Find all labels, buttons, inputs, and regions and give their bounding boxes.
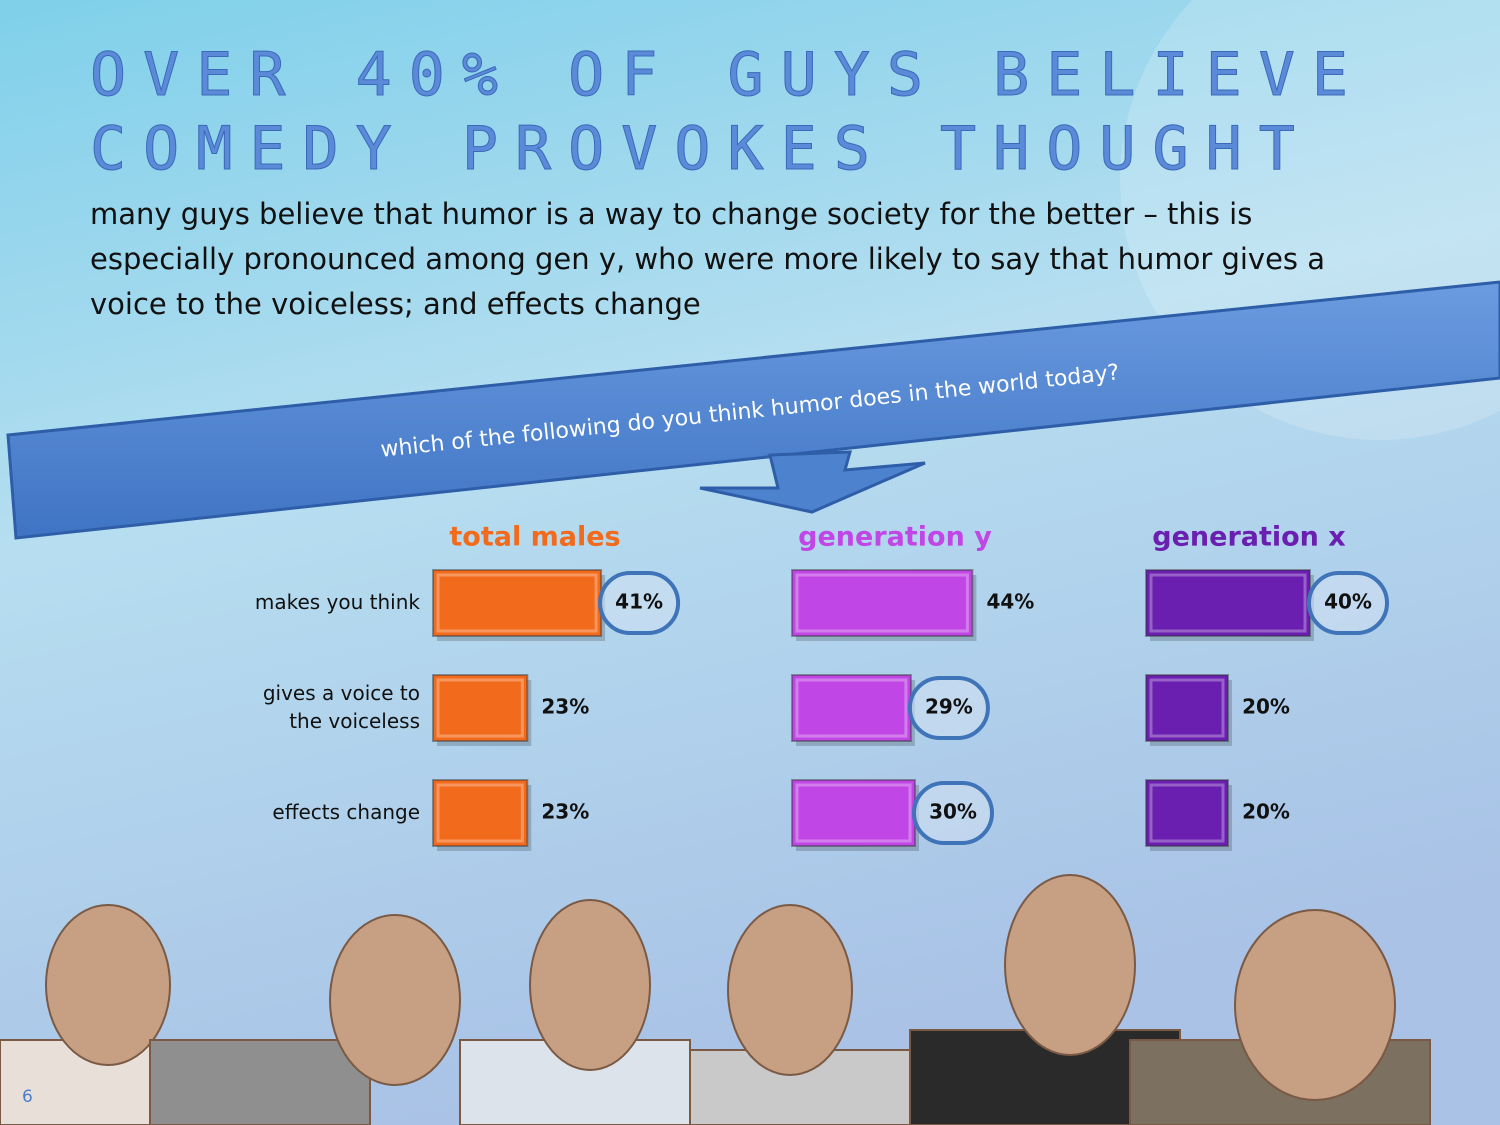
bar-bevel — [795, 783, 912, 843]
bar — [1145, 569, 1311, 637]
bar-bevel — [1149, 573, 1307, 633]
value-label: 41% — [615, 590, 663, 614]
bar — [1145, 674, 1229, 742]
highlight-circle — [598, 571, 681, 635]
value-label: 29% — [925, 695, 973, 719]
bar — [432, 779, 529, 847]
value-label: 40% — [1324, 590, 1372, 614]
legend-heading: total males — [449, 522, 620, 553]
value-label: 23% — [541, 695, 589, 719]
bar-bevel — [436, 678, 524, 738]
question-banner — [6, 280, 1500, 540]
category-line: makes you think — [255, 590, 421, 614]
value-label: 20% — [1242, 695, 1290, 719]
banner-arrow — [699, 450, 926, 514]
legend-heading: generation x — [1152, 522, 1345, 553]
bar-bevel — [795, 678, 908, 738]
bar — [1145, 779, 1229, 847]
bar-bevel — [795, 573, 969, 633]
bar-bevel — [436, 783, 524, 843]
value-label: 20% — [1242, 800, 1290, 824]
page-number: 6 — [22, 1087, 33, 1107]
category-label: effects change — [272, 800, 420, 824]
highlight-circle — [907, 676, 990, 740]
bar-bevel — [1149, 783, 1225, 843]
category-line: effects change — [272, 800, 420, 824]
value-label: 44% — [986, 590, 1034, 614]
value-label: 30% — [929, 800, 977, 824]
bar — [791, 569, 974, 637]
highlight-circle — [1307, 571, 1389, 635]
bar — [791, 674, 912, 742]
bar — [432, 569, 603, 637]
category-label: makes you think — [255, 590, 421, 614]
legend-heading: generation y — [798, 522, 992, 553]
description: many guys believe that humor is a way to… — [90, 197, 1326, 321]
highlight-circle — [912, 781, 994, 845]
slide-title: OVER 40% OF GUYS BELIEVE COMEDY PROVOKES… — [90, 40, 1365, 185]
photos — [0, 874, 1431, 1125]
bar-bevel — [436, 573, 598, 633]
bar-bevel — [1149, 678, 1225, 738]
value-label: 23% — [541, 800, 589, 824]
bar — [432, 674, 529, 742]
category-label: gives a voice to the voiceless — [263, 681, 420, 733]
category-line: the voiceless — [289, 709, 420, 733]
bar — [791, 779, 916, 847]
category-line: gives a voice to — [263, 681, 420, 705]
